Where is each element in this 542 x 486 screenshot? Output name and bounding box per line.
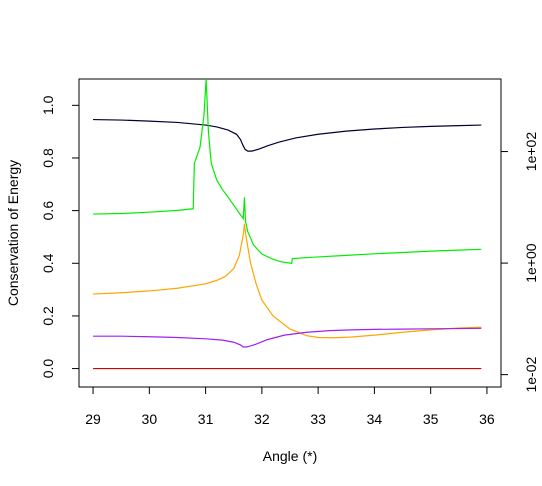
y-tick-label: 0.2: [40, 306, 56, 326]
y-axis-label: Conservation of Energy: [5, 160, 21, 306]
y2-tick-label: 1e+02: [523, 132, 539, 172]
y-tick-label: 0.6: [40, 201, 56, 221]
x-tick-label: 31: [198, 411, 214, 427]
series-line-3: [93, 223, 482, 339]
x-tick-label: 35: [423, 411, 439, 427]
y-tick-label: 0.4: [40, 253, 56, 273]
y2-tick-label: 1e+00: [523, 243, 539, 283]
x-tick-label: 33: [310, 411, 326, 427]
series-layer: [93, 78, 482, 370]
y-tick-label: 0.0: [40, 359, 56, 379]
secondary-y-axis: 1e-02 1e+00 1e+02: [500, 132, 539, 393]
x-tick-label: 36: [479, 411, 495, 427]
x-tick-label: 34: [367, 411, 383, 427]
y-tick-label: 1.0: [40, 95, 56, 115]
y2-tick-label: 1e-02: [523, 357, 539, 393]
series-line-2: [93, 78, 482, 264]
y-tick-label: 0.8: [40, 148, 56, 168]
y-axis: 0.0 0.2 0.4 0.6 0.8 1.0: [40, 95, 80, 379]
x-tick-label: 29: [85, 411, 101, 427]
x-tick-label: 30: [142, 411, 158, 427]
plot-area-frame: [78, 78, 502, 388]
series-line-4: [93, 327, 482, 348]
x-tick-label: 32: [254, 411, 270, 427]
x-axis-label: Angle (*): [263, 448, 317, 464]
x-axis: 29 30 31 32 33 34 35 36: [85, 386, 495, 427]
series-line-1: [93, 118, 482, 152]
